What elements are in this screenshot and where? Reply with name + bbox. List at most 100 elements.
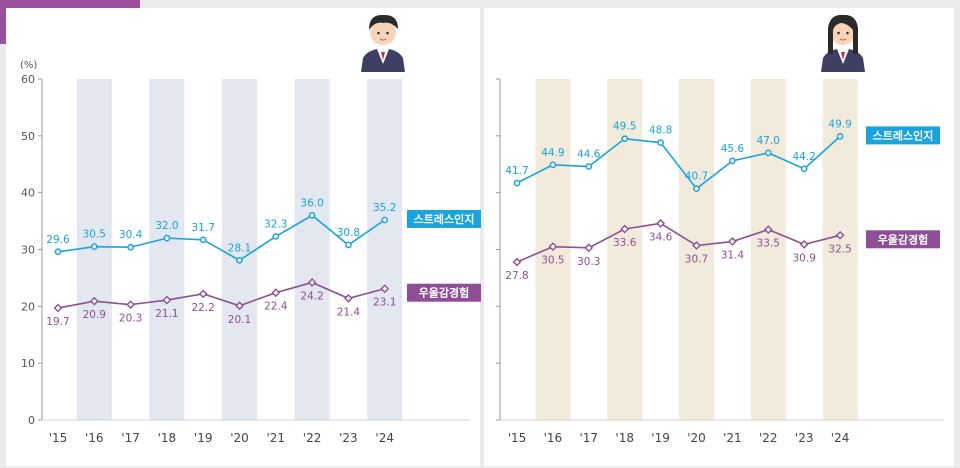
data-label-stress: 44.6: [577, 149, 601, 161]
y-tick-label: 10: [21, 357, 35, 370]
data-point-stress: [163, 234, 171, 242]
data-label-stress: 30.4: [119, 229, 143, 241]
data-label-depression: 20.1: [228, 314, 251, 326]
data-point-stress: [800, 165, 808, 173]
data-label-depression: 20.9: [83, 309, 106, 321]
y-tick-label: 0: [28, 414, 35, 427]
data-point-depression: [512, 257, 522, 267]
data-point-depression: [656, 218, 665, 228]
data-point-depression: [835, 230, 845, 240]
x-tick-label: '20: [687, 431, 706, 445]
y-tick-label: 60: [21, 73, 35, 86]
data-label-depression: 30.7: [685, 254, 708, 266]
data-label-stress: 45.6: [721, 143, 745, 155]
series-tag-depression: [407, 283, 481, 302]
data-label-depression: 23.1: [373, 297, 396, 309]
data-label-stress: 30.8: [337, 227, 360, 239]
data-label-stress: 31.7: [192, 222, 215, 234]
data-label-stress: 49.5: [613, 121, 636, 133]
data-point-stress: [345, 241, 352, 249]
data-label-depression: 21.1: [155, 308, 178, 320]
y-tick-label: 50: [21, 130, 35, 143]
data-point-depression: [307, 278, 317, 287]
data-point-stress: [236, 256, 243, 264]
x-tick-label: '18: [615, 431, 634, 445]
data-point-stress: [272, 233, 280, 240]
year-band: [294, 79, 330, 420]
x-tick-label: '22: [759, 431, 778, 445]
year-band: [750, 79, 786, 420]
girl-student-icon: [821, 14, 865, 72]
data-label-stress: 40.7: [685, 171, 708, 183]
data-label-stress: 32.3: [264, 218, 287, 230]
data-label-stress: 47.0: [757, 135, 780, 147]
data-point-depression: [799, 240, 809, 249]
x-tick-label: '24: [831, 431, 850, 445]
unit-label: (%): [20, 60, 37, 71]
x-tick-label: '19: [651, 431, 670, 445]
data-label-stress: 41.7: [505, 165, 528, 177]
data-label-stress: 44.2: [793, 151, 816, 163]
data-label-stress: 29.6: [46, 234, 70, 246]
data-label-stress: 28.1: [228, 242, 251, 254]
data-point-depression: [344, 293, 353, 303]
data-label-stress: 44.9: [541, 147, 564, 159]
data-point-stress: [381, 216, 389, 224]
data-point-depression: [548, 242, 558, 252]
chart-male: 0 10 20 30 40 50 60 (%) '15 '16 '17 '18 '19 '20 '21 '22…: [6, 8, 481, 466]
data-point-depression: [620, 224, 630, 234]
data-point-stress: [549, 161, 557, 169]
year-band: [367, 79, 403, 420]
data-label-depression: 22.4: [264, 301, 288, 313]
x-tick-label: '17: [121, 431, 140, 445]
x-tick-label: '23: [339, 431, 358, 445]
data-point-depression: [728, 237, 737, 246]
data-point-depression: [380, 284, 390, 294]
x-tick-label: '16: [85, 431, 104, 445]
y-tick-label: 20: [21, 300, 35, 313]
x-tick-label: '19: [194, 431, 213, 445]
x-tick-label: '21: [267, 431, 286, 445]
x-tick-label: '17: [580, 431, 599, 445]
data-label-stress: 30.5: [83, 229, 106, 241]
x-tick-label: '16: [544, 431, 563, 445]
x-tick-label: '23: [795, 431, 814, 445]
data-label-depression: 33.6: [613, 237, 637, 249]
data-point-depression: [89, 296, 99, 306]
data-label-depression: 33.5: [757, 238, 780, 250]
data-point-depression: [235, 301, 244, 311]
data-label-depression: 19.7: [46, 316, 69, 328]
y-tick-label: 30: [21, 244, 35, 257]
data-point-stress: [308, 212, 316, 219]
boy-student-icon: [361, 14, 405, 72]
data-point-stress: [127, 243, 134, 251]
y-tick-label: 40: [21, 187, 35, 200]
series-line-depression: [57, 281, 385, 309]
data-label-depression: 20.3: [119, 313, 142, 325]
data-label-depression: 27.8: [505, 270, 528, 282]
x-tick-label: '18: [158, 431, 177, 445]
data-label-depression: 30.3: [577, 256, 600, 268]
data-point-stress: [764, 149, 772, 157]
data-label-stress: 35.2: [373, 202, 396, 214]
series-line-stress: [516, 135, 841, 190]
x-tick-label: '24: [375, 431, 394, 445]
data-label-stress: 49.9: [828, 118, 851, 130]
data-point-stress: [693, 185, 700, 193]
data-point-stress: [513, 179, 521, 187]
x-tick-label: '20: [230, 431, 249, 445]
data-label-depression: 24.2: [300, 290, 323, 302]
data-label-stress: 36.0: [300, 197, 323, 209]
data-label-depression: 32.5: [828, 243, 851, 255]
series-tag-label-stress: 스트레스인지: [414, 212, 475, 226]
data-label-depression: 31.4: [721, 250, 745, 262]
data-point-stress: [621, 135, 629, 143]
data-point-depression: [126, 300, 135, 310]
data-point-stress: [54, 248, 62, 256]
data-point-depression: [584, 243, 594, 253]
data-label-depression: 34.6: [649, 231, 673, 243]
series-tag-label-depression: 우울감경험: [878, 232, 929, 246]
data-point-depression: [162, 295, 172, 305]
